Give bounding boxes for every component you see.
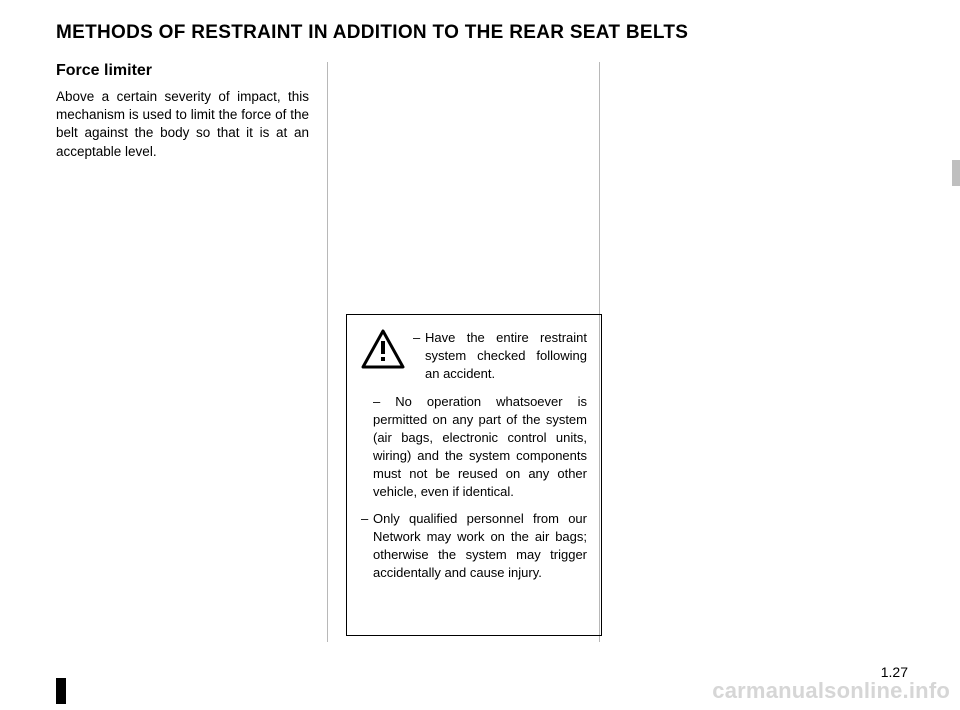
manual-page: METHODS OF RESTRAINT IN ADDITION TO THE …: [0, 0, 960, 710]
column-left: Force limiter Above a certain severity o…: [56, 62, 328, 642]
warning-item: – – No operation whatsoever is permitted…: [361, 393, 587, 501]
inline-text: No operation whatsoever is permitted on …: [373, 394, 587, 499]
warning-triangle-icon: [361, 329, 405, 369]
force-limiter-text: Above a certain severity of impact, this…: [56, 88, 309, 161]
watermark-text: carmanualsonline.info: [712, 678, 950, 704]
content-columns: Force limiter Above a certain severity o…: [56, 62, 912, 642]
inline-dash: –: [373, 394, 380, 409]
warning-item-text: Have the entire restraint system checked…: [425, 329, 587, 383]
warning-box: – Have the entire restraint system check…: [346, 314, 602, 636]
page-title: METHODS OF RESTRAINT IN ADDITION TO THE …: [56, 22, 912, 44]
section-tab: [952, 160, 960, 186]
bullet-dash: –: [361, 510, 373, 582]
warning-item: – Only qualified personnel from our Netw…: [361, 510, 587, 582]
bullet-dash: –: [413, 329, 425, 383]
footer-mark: [56, 678, 66, 704]
warning-item: – Have the entire restraint system check…: [413, 329, 587, 383]
force-limiter-heading: Force limiter: [56, 62, 309, 80]
column-right: [600, 62, 872, 642]
column-middle: – Have the entire restraint system check…: [328, 62, 600, 642]
warning-item-text: Only qualified personnel from our Networ…: [373, 510, 587, 582]
warning-item-text: – No operation whatsoever is permitted o…: [373, 393, 587, 501]
